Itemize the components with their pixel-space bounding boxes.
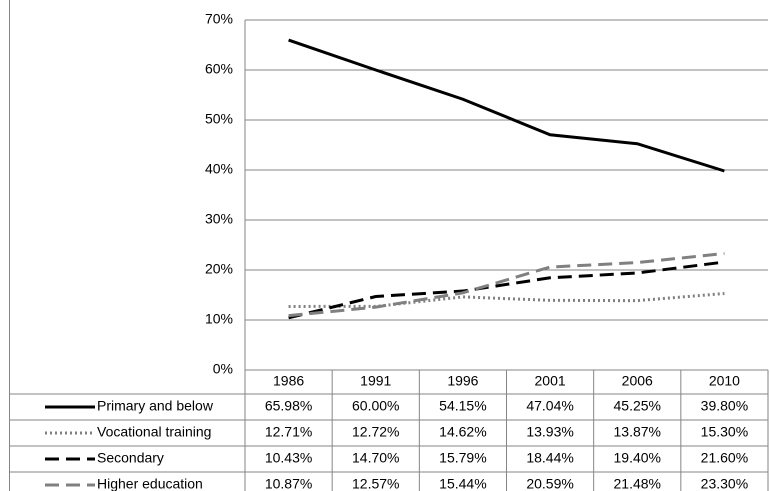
x-tick-label: 2006 bbox=[622, 373, 653, 389]
table-value: 12.72% bbox=[352, 424, 399, 440]
y-tick-label: 60% bbox=[205, 61, 233, 77]
table-value: 15.79% bbox=[439, 450, 486, 466]
table-value: 13.87% bbox=[614, 424, 661, 440]
table-value: 15.30% bbox=[701, 424, 748, 440]
x-tick-label: 2001 bbox=[535, 373, 566, 389]
x-tick-label: 1991 bbox=[360, 373, 391, 389]
y-tick-label: 50% bbox=[205, 111, 233, 127]
y-tick-label: 30% bbox=[205, 211, 233, 227]
table-value: 15.44% bbox=[439, 476, 486, 491]
table-value: 12.57% bbox=[352, 476, 399, 491]
table-value: 23.30% bbox=[701, 476, 748, 491]
table-value: 18.44% bbox=[526, 450, 573, 466]
y-tick-label: 0% bbox=[213, 361, 233, 377]
legend-label: Secondary bbox=[97, 450, 164, 466]
y-tick-label: 40% bbox=[205, 161, 233, 177]
legend-label: Vocational training bbox=[97, 424, 211, 440]
x-tick-label: 1986 bbox=[273, 373, 304, 389]
table-value: 39.80% bbox=[701, 398, 748, 414]
table-value: 14.70% bbox=[352, 450, 399, 466]
y-tick-label: 20% bbox=[205, 261, 233, 277]
table-value: 19.40% bbox=[614, 450, 661, 466]
table-value: 21.60% bbox=[701, 450, 748, 466]
table-value: 20.59% bbox=[526, 476, 573, 491]
legend-label: Primary and below bbox=[97, 398, 214, 414]
table-value: 13.93% bbox=[526, 424, 573, 440]
table-value: 10.87% bbox=[265, 476, 312, 491]
y-tick-label: 10% bbox=[205, 311, 233, 327]
table-value: 10.43% bbox=[265, 450, 312, 466]
table-value: 14.62% bbox=[439, 424, 486, 440]
table-value: 45.25% bbox=[614, 398, 661, 414]
table-value: 65.98% bbox=[265, 398, 312, 414]
series-line bbox=[288, 260, 725, 320]
x-tick-label: 2010 bbox=[709, 373, 740, 389]
table-value: 21.48% bbox=[614, 476, 661, 491]
table-value: 12.71% bbox=[265, 424, 312, 440]
legend-label: Higher education bbox=[97, 476, 203, 491]
table-value: 54.15% bbox=[439, 398, 486, 414]
table-value: 60.00% bbox=[352, 398, 399, 414]
series-line bbox=[288, 252, 725, 318]
table-value: 47.04% bbox=[526, 398, 573, 414]
series-line bbox=[288, 38, 725, 173]
x-tick-label: 1996 bbox=[447, 373, 478, 389]
y-tick-label: 70% bbox=[205, 11, 233, 27]
